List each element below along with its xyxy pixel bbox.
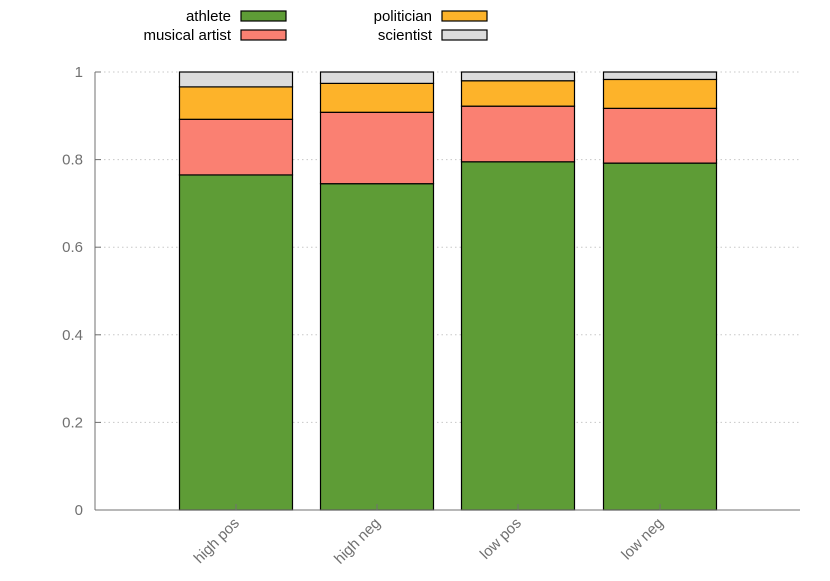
bar-segment-athlete: [178, 174, 294, 511]
bar-segment-athlete: [602, 162, 718, 511]
legend-label-scientist: scientist: [378, 27, 433, 44]
y-tick-label: 0.6: [62, 239, 83, 256]
y-tick-label: 0.8: [62, 152, 83, 169]
legend-swatch-musical-artist: [240, 29, 287, 41]
y-tick-label: 0.2: [62, 414, 83, 431]
y-tick-label: 0.4: [62, 327, 83, 344]
legend-label-musical-artist: musical artist: [143, 27, 231, 44]
bars: [178, 71, 718, 511]
x-category-label: low pos: [477, 515, 525, 563]
bar-segment-politician: [319, 82, 435, 113]
legend-swatch-scientist: [441, 29, 488, 41]
bar-segment-athlete: [460, 161, 576, 511]
legend: athlete musical artist politician scientist: [143, 8, 488, 44]
bar-segment-scientist: [319, 71, 435, 84]
bar-segment-scientist: [178, 71, 294, 88]
bar-segment-politician: [460, 80, 576, 107]
bar-segment-scientist: [602, 71, 718, 81]
y-tick-label: 0: [75, 502, 83, 519]
bar-segment-musical-artist: [178, 118, 294, 176]
legend-swatch-politician: [441, 10, 488, 22]
bar-segment-musical-artist: [602, 107, 718, 164]
bar-segment-musical-artist: [319, 111, 435, 185]
bar-segment-musical-artist: [460, 105, 576, 163]
bar-segment-scientist: [460, 71, 576, 82]
bar-segment-politician: [178, 86, 294, 120]
x-category-label: high neg: [331, 515, 384, 568]
bar-segment-politician: [602, 78, 718, 109]
x-category-label: high pos: [191, 515, 243, 567]
legend-label-politician: politician: [374, 8, 432, 25]
y-tick-label: 1: [75, 64, 83, 81]
legend-swatch-athlete: [240, 10, 287, 22]
legend-label-athlete: athlete: [186, 8, 231, 25]
bar-segment-athlete: [319, 183, 435, 511]
x-category-label: low neg: [618, 515, 667, 564]
